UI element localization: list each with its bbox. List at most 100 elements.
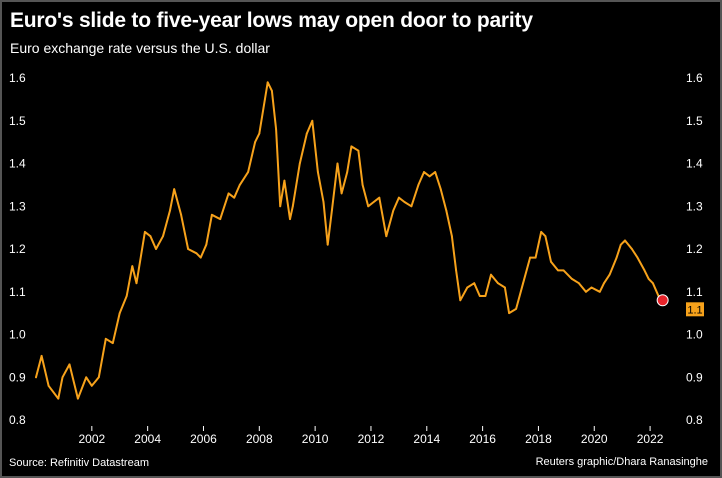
- series-group: [35, 81, 664, 400]
- y-tick-label-right: 1.2: [686, 242, 703, 256]
- data-point: [619, 243, 622, 246]
- data-point: [397, 196, 400, 199]
- data-point: [305, 132, 308, 135]
- data-point: [410, 205, 413, 208]
- data-point: [187, 248, 190, 250]
- data-point: [199, 256, 202, 259]
- x-tick-label: 2018: [525, 432, 552, 446]
- data-point: [439, 188, 442, 191]
- y-tick-label-left: 0.8: [9, 413, 26, 427]
- x-tick-label: 2020: [581, 432, 608, 446]
- data-point: [233, 196, 236, 199]
- data-point: [497, 282, 499, 285]
- data-point: [578, 282, 580, 285]
- data-point: [459, 299, 462, 302]
- data-point: [97, 376, 100, 379]
- data-point: [571, 278, 573, 280]
- data-point: [61, 376, 64, 379]
- data-point: [466, 286, 469, 289]
- data-point: [550, 260, 552, 263]
- data-point: [340, 192, 343, 195]
- data-point: [385, 235, 388, 238]
- y-tick-label-left: 1.1: [9, 285, 26, 299]
- y-tick-label-right: 0.8: [686, 413, 703, 427]
- data-point: [367, 205, 370, 208]
- data-point: [195, 252, 198, 255]
- data-point: [263, 98, 266, 101]
- y-tick-label-right: 1.3: [686, 199, 703, 213]
- data-point: [508, 312, 511, 315]
- data-point: [473, 282, 476, 285]
- data-point: [434, 171, 437, 173]
- x-tick-label: 2014: [413, 432, 440, 446]
- data-point: [298, 162, 301, 165]
- y-tick-label-left: 1.2: [9, 242, 26, 256]
- data-point: [90, 384, 93, 387]
- data-point: [205, 243, 208, 246]
- data-point: [131, 265, 134, 267]
- data-point: [392, 209, 395, 212]
- data-point: [490, 273, 492, 276]
- y-tick-label-left: 1.6: [9, 71, 26, 85]
- y-tick-label-left: 1.3: [9, 199, 26, 213]
- data-point: [279, 205, 282, 208]
- source-note: Source: Refinitiv Datastream: [9, 457, 149, 469]
- data-point: [322, 201, 325, 203]
- chart-title: Euro's slide to five-year lows may open …: [10, 9, 533, 32]
- data-point: [598, 290, 601, 293]
- data-point: [451, 235, 453, 238]
- data-point: [455, 269, 457, 272]
- y-axis-left: 0.8 0.9 1.0 1.1 1.2 1.3 1.4 1.5 1.6: [9, 71, 26, 427]
- data-point: [504, 286, 506, 289]
- data-point: [291, 205, 294, 208]
- last-value-marker: [656, 294, 669, 307]
- data-point: [428, 175, 431, 178]
- data-point: [562, 269, 565, 272]
- y-tick-label-right: 1.6: [686, 71, 703, 85]
- y-tick-label-left: 1.4: [9, 157, 26, 171]
- data-point: [636, 256, 639, 259]
- data-point: [361, 183, 364, 186]
- data-point: [227, 192, 230, 195]
- data-point: [266, 81, 269, 84]
- data-point: [219, 218, 222, 220]
- x-axis: 2002 2004 2006 2008 2010 2012 2014 2016 2018 2020…: [78, 426, 664, 446]
- data-point: [311, 119, 314, 122]
- data-point: [557, 269, 559, 272]
- data-point: [651, 282, 654, 285]
- end-marker-group: 1.1: [656, 294, 704, 317]
- data-point: [423, 171, 425, 173]
- data-point: [534, 256, 537, 259]
- data-point: [40, 354, 43, 357]
- data-point: [326, 243, 329, 246]
- data-point: [270, 89, 273, 92]
- data-point: [104, 337, 107, 340]
- data-point: [529, 256, 531, 259]
- data-point: [603, 282, 605, 285]
- data-point: [143, 231, 146, 233]
- data-point: [210, 213, 213, 216]
- x-tick-label: 2008: [246, 432, 273, 446]
- data-point: [247, 171, 250, 173]
- data-point: [118, 312, 121, 315]
- data-point: [336, 162, 339, 165]
- data-point: [111, 342, 114, 344]
- data-point: [522, 282, 524, 285]
- data-point: [378, 196, 381, 199]
- data-point: [346, 171, 349, 173]
- data-point: [283, 179, 286, 182]
- data-point: [76, 397, 79, 400]
- data-point: [584, 290, 587, 293]
- x-tick-label: 2012: [358, 432, 385, 446]
- data-point: [155, 248, 157, 250]
- data-point: [35, 376, 37, 379]
- data-point: [631, 248, 633, 250]
- series-line-eur-usd: [35, 81, 664, 400]
- y-tick-label-right: 1.4: [686, 157, 703, 171]
- chart-subtitle: Euro exchange rate versus the U.S. dolla…: [10, 40, 270, 56]
- data-point: [540, 231, 543, 233]
- x-tick-label: 2016: [469, 432, 496, 446]
- data-point: [515, 307, 518, 310]
- y-tick-label-right: 1.0: [686, 328, 703, 342]
